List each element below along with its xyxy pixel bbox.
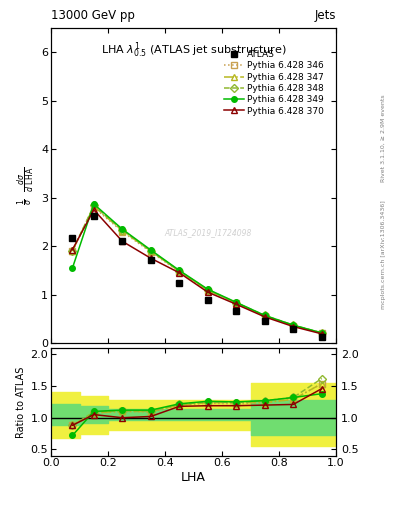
- Pythia 6.428 348: [177, 268, 182, 274]
- Pythia 6.428 348: [263, 312, 267, 318]
- Pythia 6.428 370: [234, 301, 239, 307]
- Pythia 6.428 346: [92, 204, 96, 210]
- Line: Pythia 6.428 347: Pythia 6.428 347: [70, 204, 325, 336]
- ATLAS: [177, 281, 182, 287]
- Pythia 6.428 348: [70, 248, 75, 254]
- ATLAS: [149, 257, 153, 263]
- Pythia 6.428 349: [234, 300, 239, 306]
- Pythia 6.428 346: [70, 248, 75, 254]
- Pythia 6.428 348: [291, 322, 296, 328]
- Pythia 6.428 347: [149, 248, 153, 254]
- Pythia 6.428 347: [70, 248, 75, 254]
- Pythia 6.428 347: [206, 287, 210, 293]
- Legend: ATLAS, Pythia 6.428 346, Pythia 6.428 347, Pythia 6.428 348, Pythia 6.428 349, P: ATLAS, Pythia 6.428 346, Pythia 6.428 34…: [222, 49, 326, 117]
- ATLAS: [263, 318, 267, 324]
- Y-axis label: Ratio to ATLAS: Ratio to ATLAS: [17, 366, 26, 438]
- Pythia 6.428 348: [234, 300, 239, 306]
- Line: Pythia 6.428 346: Pythia 6.428 346: [70, 205, 325, 336]
- Pythia 6.428 349: [206, 286, 210, 292]
- Pythia 6.428 347: [320, 330, 324, 336]
- Pythia 6.428 370: [92, 207, 96, 213]
- Pythia 6.428 347: [263, 313, 267, 319]
- Line: Pythia 6.428 349: Pythia 6.428 349: [70, 201, 325, 336]
- Pythia 6.428 349: [120, 226, 125, 232]
- ATLAS: [120, 238, 125, 244]
- Pythia 6.428 346: [149, 249, 153, 255]
- Pythia 6.428 349: [320, 330, 324, 336]
- Pythia 6.428 349: [70, 265, 75, 271]
- Pythia 6.428 370: [177, 270, 182, 276]
- Pythia 6.428 348: [206, 287, 210, 293]
- Pythia 6.428 370: [70, 246, 75, 252]
- Pythia 6.428 346: [291, 323, 296, 329]
- Line: ATLAS: ATLAS: [69, 213, 325, 340]
- Pythia 6.428 370: [149, 255, 153, 261]
- Pythia 6.428 349: [263, 312, 267, 318]
- Pythia 6.428 349: [177, 267, 182, 273]
- Text: mcplots.cern.ch [arXiv:1306.3436]: mcplots.cern.ch [arXiv:1306.3436]: [381, 201, 386, 309]
- Line: Pythia 6.428 348: Pythia 6.428 348: [70, 203, 325, 336]
- Pythia 6.428 346: [177, 269, 182, 275]
- Text: LHA $\lambda^{1}_{0.5}$ (ATLAS jet substructure): LHA $\lambda^{1}_{0.5}$ (ATLAS jet subst…: [101, 41, 286, 60]
- Line: Pythia 6.428 370: Pythia 6.428 370: [70, 207, 325, 336]
- Pythia 6.428 348: [149, 248, 153, 254]
- ATLAS: [206, 297, 210, 304]
- Text: Rivet 3.1.10, ≥ 2.9M events: Rivet 3.1.10, ≥ 2.9M events: [381, 95, 386, 182]
- X-axis label: LHA: LHA: [181, 471, 206, 484]
- ATLAS: [70, 235, 75, 241]
- ATLAS: [92, 213, 96, 219]
- Text: Jets: Jets: [314, 9, 336, 22]
- Pythia 6.428 346: [206, 288, 210, 294]
- Y-axis label: $\frac{1}{\sigma}$  $\frac{d\sigma}{d\ \mathrm{LHA}}$: $\frac{1}{\sigma}$ $\frac{d\sigma}{d\ \m…: [16, 166, 37, 205]
- Pythia 6.428 370: [263, 314, 267, 320]
- Pythia 6.428 348: [92, 202, 96, 208]
- Pythia 6.428 348: [320, 330, 324, 336]
- Text: ATLAS_2019_I1724098: ATLAS_2019_I1724098: [164, 228, 252, 238]
- Pythia 6.428 370: [206, 289, 210, 295]
- Pythia 6.428 347: [92, 203, 96, 209]
- ATLAS: [291, 327, 296, 333]
- Pythia 6.428 346: [320, 330, 324, 336]
- Pythia 6.428 347: [177, 268, 182, 274]
- ATLAS: [320, 334, 324, 340]
- Text: 13000 GeV pp: 13000 GeV pp: [51, 9, 135, 22]
- Pythia 6.428 346: [263, 313, 267, 319]
- Pythia 6.428 370: [120, 238, 125, 244]
- Pythia 6.428 349: [291, 322, 296, 328]
- Pythia 6.428 346: [234, 300, 239, 306]
- Pythia 6.428 349: [92, 201, 96, 207]
- Pythia 6.428 370: [320, 331, 324, 337]
- Pythia 6.428 370: [291, 324, 296, 330]
- Pythia 6.428 348: [120, 227, 125, 233]
- Pythia 6.428 347: [120, 227, 125, 233]
- Pythia 6.428 346: [120, 228, 125, 234]
- ATLAS: [234, 308, 239, 314]
- Pythia 6.428 349: [149, 247, 153, 253]
- Pythia 6.428 347: [291, 323, 296, 329]
- Pythia 6.428 347: [234, 300, 239, 306]
